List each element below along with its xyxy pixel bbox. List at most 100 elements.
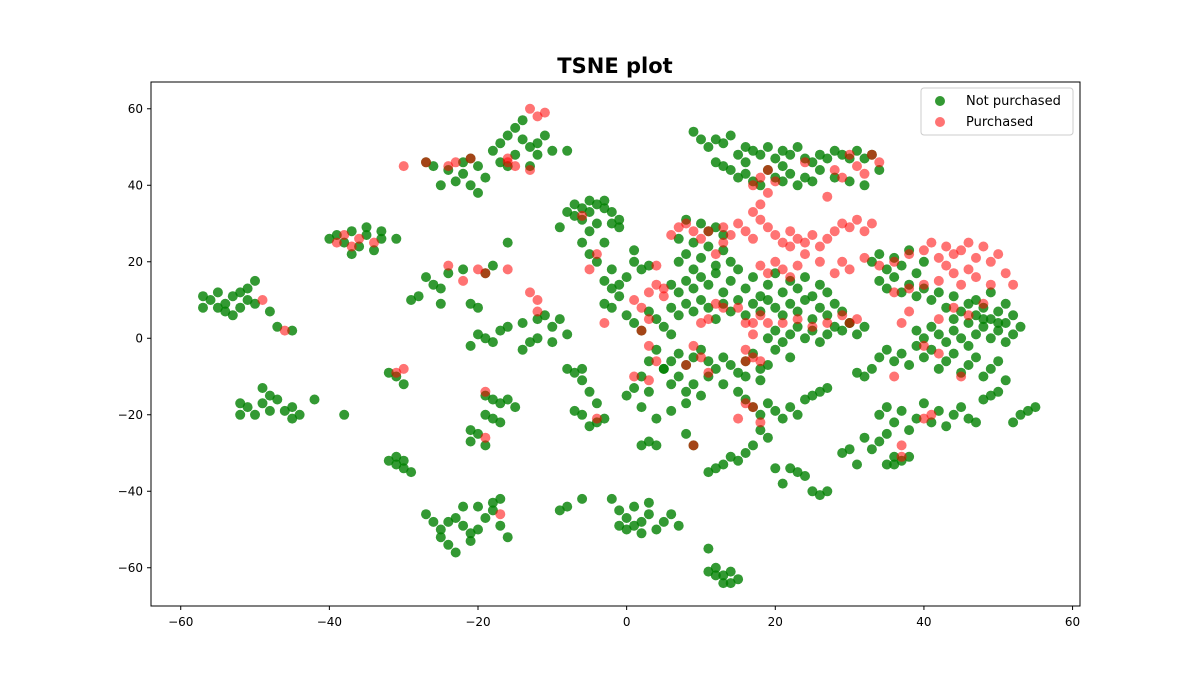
point-not-purchased (487, 505, 498, 516)
point-not-purchased (822, 383, 833, 393)
point-not-purchased (666, 509, 677, 520)
point-not-purchased (814, 149, 825, 160)
point-purchased (346, 241, 357, 252)
point-purchased (956, 279, 967, 290)
point-purchased (866, 218, 877, 229)
point-purchased (941, 241, 952, 252)
point-not-purchased (643, 509, 654, 520)
point-not-purchased (748, 272, 758, 283)
point-purchased (629, 295, 640, 305)
point-purchased (889, 371, 900, 382)
point-purchased (800, 237, 810, 248)
point-not-purchased (495, 417, 506, 428)
point-not-purchased (651, 524, 662, 535)
point-not-purchased (918, 398, 929, 409)
point-purchased (948, 268, 959, 279)
x-tick-label: 40 (916, 615, 931, 629)
point-not-purchased (740, 157, 751, 168)
point-not-purchased (391, 451, 402, 462)
point-not-purchased (837, 149, 848, 160)
point-purchased (450, 157, 461, 168)
point-not-purchased (621, 390, 632, 401)
point-not-purchased (1000, 318, 1011, 328)
x-tick-label: −60 (168, 615, 193, 629)
point-purchased (926, 409, 937, 420)
point-purchased (971, 252, 981, 263)
y-tick-label: −60 (118, 561, 143, 575)
point-not-purchased (770, 268, 781, 279)
point-not-purchased (614, 279, 625, 290)
point-purchased (762, 268, 773, 279)
point-not-purchased (814, 386, 825, 397)
point-not-purchased (636, 528, 647, 539)
point-not-purchased (257, 398, 268, 409)
point-not-purchased (198, 291, 208, 302)
point-not-purchased (829, 298, 840, 309)
point-not-purchased (696, 134, 706, 145)
point-not-purchased (740, 371, 751, 382)
point-not-purchased (606, 207, 617, 217)
point-not-purchased (993, 318, 1004, 328)
point-not-purchased (621, 310, 632, 321)
point-purchased (755, 199, 766, 210)
point-not-purchased (896, 348, 907, 359)
point-purchased (718, 302, 729, 313)
point-not-purchased (785, 402, 796, 413)
point-not-purchased (696, 344, 706, 355)
points-layer (198, 103, 1041, 589)
point-not-purchased (681, 398, 692, 409)
point-purchased (532, 295, 543, 305)
point-purchased (480, 386, 491, 397)
point-not-purchased (517, 344, 528, 355)
point-not-purchased (881, 344, 892, 355)
point-not-purchased (978, 314, 989, 325)
point-purchased (933, 314, 944, 325)
point-not-purchased (428, 161, 439, 172)
point-not-purchased (235, 409, 246, 420)
point-not-purchased (458, 157, 469, 168)
point-not-purchased (993, 325, 1004, 336)
point-not-purchased (844, 176, 855, 187)
point-purchased (339, 230, 350, 240)
point-not-purchased (874, 249, 885, 260)
point-not-purchased (800, 272, 810, 283)
point-not-purchased (718, 352, 729, 363)
point-not-purchased (473, 501, 483, 512)
point-purchased (354, 233, 365, 244)
point-not-purchased (733, 574, 744, 585)
point-not-purchased (710, 463, 721, 474)
point-not-purchased (800, 333, 810, 344)
legend-marker-not-purchased (935, 96, 945, 106)
point-not-purchased (621, 272, 632, 283)
point-not-purchased (532, 314, 543, 325)
point-purchased (844, 149, 855, 160)
point-purchased (733, 218, 744, 229)
point-not-purchased (599, 275, 610, 286)
point-not-purchased (502, 532, 513, 543)
point-not-purchased (406, 295, 417, 305)
point-not-purchased (688, 126, 699, 137)
point-not-purchased (681, 386, 692, 397)
point-not-purchased (435, 283, 446, 294)
point-not-purchased (926, 295, 937, 305)
point-purchased (918, 245, 929, 256)
point-not-purchased (406, 467, 417, 478)
point-purchased (814, 241, 825, 252)
point-purchased (904, 249, 915, 260)
point-not-purchased (740, 283, 751, 294)
point-purchased (391, 367, 402, 378)
point-not-purchased (904, 425, 915, 436)
series-purchased (257, 103, 1019, 520)
point-not-purchased (904, 451, 915, 462)
point-not-purchased (733, 264, 744, 275)
legend-marker-purchased (935, 117, 945, 127)
point-purchased (643, 287, 654, 298)
point-purchased (963, 264, 974, 275)
point-purchased (696, 233, 706, 244)
point-not-purchased (710, 363, 721, 374)
point-not-purchased (673, 310, 684, 321)
point-not-purchased (584, 386, 595, 397)
point-purchased (852, 161, 862, 172)
point-not-purchased (1008, 417, 1019, 428)
legend-label-not-purchased: Not purchased (966, 94, 1061, 109)
